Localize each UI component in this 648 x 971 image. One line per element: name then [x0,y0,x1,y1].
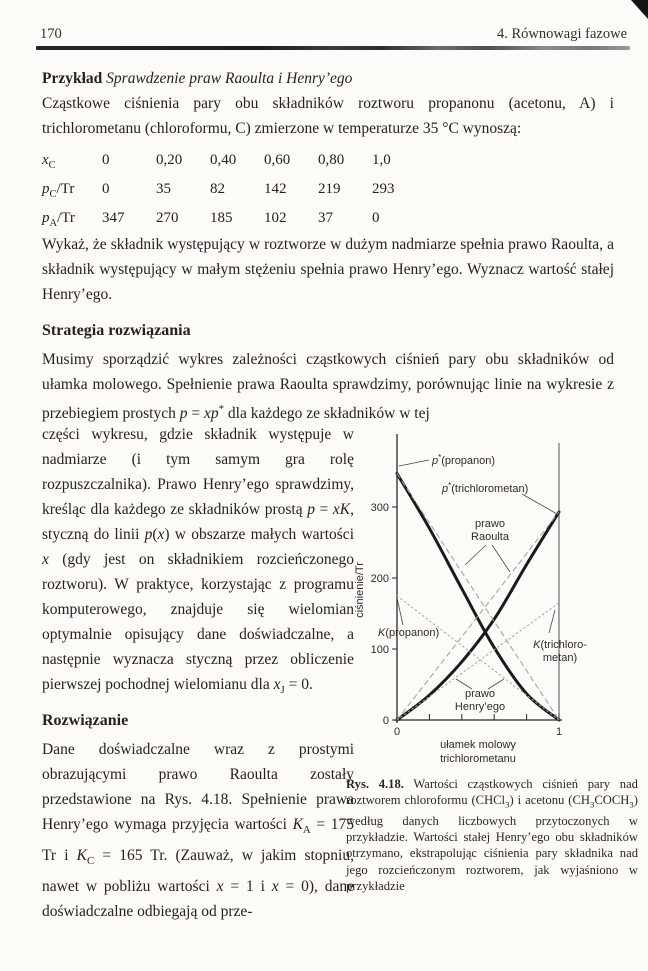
svg-text:K(trichloro-metan): K(trichloro-metan) [533,639,587,664]
row-label: xC [42,152,56,171]
svg-text:ciśnienie/Tr: ciśnienie/Tr [354,562,366,618]
solution-paragraph: Dane doświadczalne wraz z prostymi obraz… [42,741,354,921]
table-cell: 37 [318,210,333,226]
svg-text:p*(trichlorometan): p*(trichlorometan) [441,481,528,495]
table-cell: 102 [264,210,287,226]
table-cell: 1,0 [372,152,391,168]
svg-text:p*(propanon): p*(propanon) [431,453,495,467]
table-cell: 0,80 [318,152,345,168]
svg-text:100: 100 [371,644,389,656]
example-intro: Cząstkowe ciśnienia pary obu składników … [42,95,614,137]
table-cell: 185 [210,210,233,226]
page-corner-mark [631,0,648,19]
svg-text:1: 1 [556,726,562,738]
solution-heading: Rozwiązanie [42,712,129,729]
header-rule [36,46,630,50]
pressure-chart: 0 100 200 300 0 1 p*(propanon) p*(trichlorometa… [354,434,587,765]
figure-chart: 0 100 200 300 0 1 p*(propanon) p*(trichlorometa… [352,426,648,776]
figure-caption: Rys. 4.18. Wartości cząstkowych ciśnień … [346,777,638,893]
table-cell: 293 [372,181,395,197]
page-number: 170 [40,26,62,42]
table-cell: 35 [156,181,171,197]
svg-text:0: 0 [383,715,389,727]
strategy-paragraph-wide: Musimy sporządzić wykres zależności cząs… [42,351,614,423]
table-cell: 0 [372,210,380,226]
table-cell: 142 [264,181,287,197]
strategy-paragraph-narrow: części wykresu, gdzie składnik występuje… [42,426,354,697]
table-cell: 82 [210,181,225,197]
svg-text:0: 0 [394,726,400,738]
table-cell: 219 [318,181,341,197]
example-title: Przykład Sprawdzenie praw Raoulta i Henr… [42,70,353,87]
svg-text:300: 300 [371,502,389,514]
chapter-header: 4. Równowagi fazowe [496,26,627,42]
svg-text:200: 200 [371,573,389,585]
table-cell: 0,20 [156,152,183,168]
table-row: pC/Tr 0 35 82 142 219 293 [42,175,602,204]
strategy-heading: Strategia rozwiązania [42,322,191,339]
table-row: pA/Tr 347 270 185 102 37 0 [42,204,602,233]
row-label: pA/Tr [42,210,75,229]
row-label: pC/Tr [42,181,75,200]
table-cell: 347 [102,210,125,226]
svg-text:K(propanon): K(propanon) [378,627,439,639]
table-cell: 0,40 [210,152,237,168]
task-paragraph: Wykaż, że składnik występujący w roztwor… [42,236,614,303]
table-cell: 0 [102,181,110,197]
table-cell: 0 [102,152,110,168]
table-cell: 0,60 [264,152,291,168]
table-cell: 270 [156,210,179,226]
table-row: xC 0 0,20 0,40 0,60 0,80 1,0 [42,146,602,175]
data-table: xC 0 0,20 0,40 0,60 0,80 1,0 pC/Tr 0 35 82 142 219 29… [42,146,602,233]
